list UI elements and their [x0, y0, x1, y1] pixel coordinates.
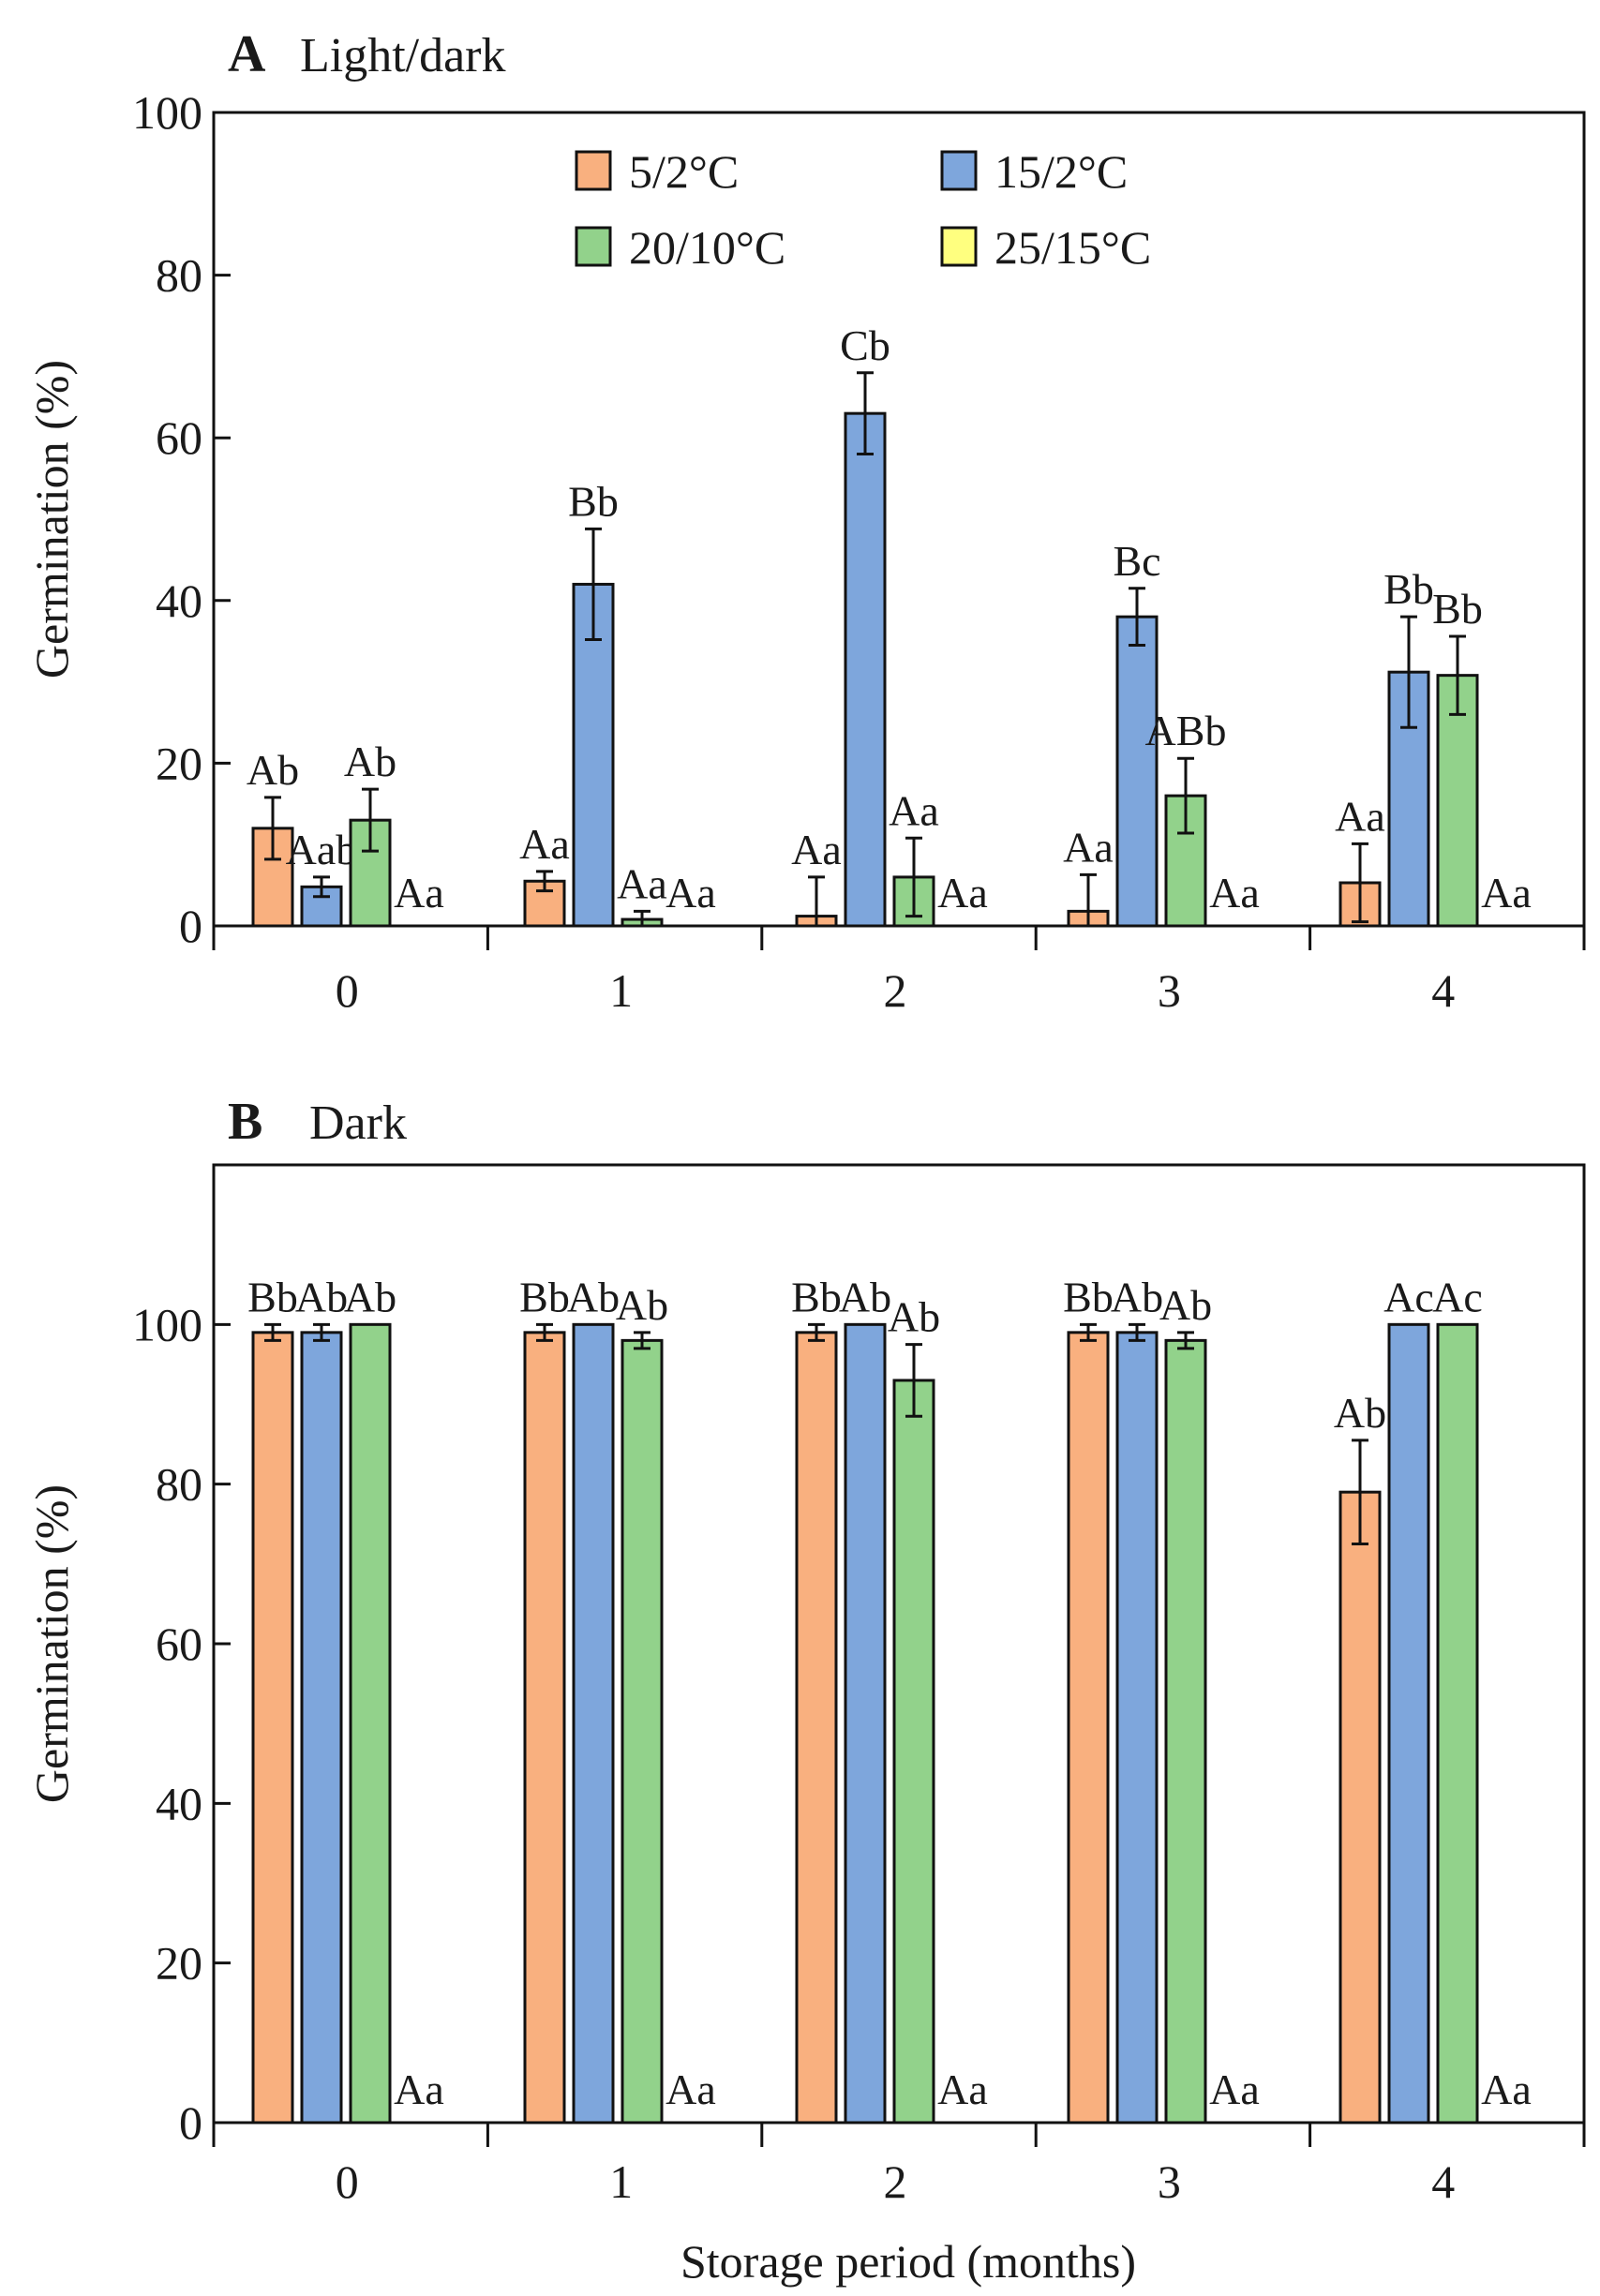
y-tick-label: 20 [156, 737, 202, 789]
legend-swatch [575, 226, 612, 267]
y-tick-label: 60 [156, 411, 202, 464]
panel-a: A Light/dark 0 20 40 60 80 100 0 1 2 3 4 Germination … [25, 25, 1586, 1017]
significance-label: Ab [1334, 1389, 1386, 1437]
bar-5-2---month-2 [795, 1331, 838, 2125]
significance-label: Aa [665, 2065, 716, 2113]
significance-label: Bb [1063, 1273, 1114, 1320]
bar-20-10---month-4 [1436, 1322, 1479, 2125]
y-tick-label: 0 [179, 2096, 202, 2149]
y-axis-title: Germination (%) [25, 1484, 78, 1803]
significance-label: Bb [791, 1273, 842, 1320]
significance-label: Aa [1063, 823, 1114, 871]
legend-swatch [940, 226, 978, 267]
y-tick-label: 40 [156, 574, 202, 627]
bar-15-2---month-4 [1387, 1322, 1430, 2125]
legend-label: 25/15°C [994, 221, 1151, 274]
significance-label: Ab [247, 746, 299, 794]
significance-label: Aa [394, 869, 444, 917]
significance-label: Bb [568, 477, 619, 525]
significance-label: Aa [1335, 792, 1385, 840]
significance-label: Bc [1113, 537, 1160, 585]
y-tick-label: 80 [156, 1458, 202, 1511]
legend-label: 5/2°C [629, 145, 739, 198]
significance-label: Aa [1209, 2065, 1260, 2113]
significance-label: Ab [1111, 1273, 1163, 1320]
significance-label: Aa [1209, 869, 1260, 917]
y-tick-label: 60 [156, 1618, 202, 1670]
bar-15-2---month-3 [1115, 1331, 1159, 2125]
bar-20-10---month-3 [1164, 1338, 1207, 2125]
significance-label: Ab [344, 1273, 396, 1320]
bar-20-10---month-1 [621, 1338, 664, 2125]
x-tick-label: 3 [1158, 964, 1181, 1017]
x-tick-label: 0 [336, 964, 359, 1017]
bar-15-2---month-3 [1115, 615, 1159, 928]
bar-15-2---month-2 [844, 1322, 887, 2125]
significance-label: Cb [840, 321, 890, 369]
bar-5-2---month-1 [523, 1331, 566, 2125]
x-tick-label: 4 [1431, 2155, 1455, 2208]
significance-label: Aa [394, 2065, 444, 2113]
y-tick-label: 100 [132, 1298, 202, 1350]
bar-5-2---month-4 [1338, 1490, 1382, 2125]
significance-label: Aa [937, 2065, 988, 2113]
x-tick-label: 0 [336, 2155, 359, 2208]
significance-label: Ab [344, 738, 396, 785]
significance-label: Ab [616, 1281, 668, 1329]
bar-20-10---month-2 [892, 1379, 935, 2125]
y-tick-label: 100 [132, 86, 202, 139]
x-tick-label: 2 [884, 2155, 907, 2208]
legend-label: 15/2°C [994, 145, 1128, 198]
significance-label: Aa [1481, 2065, 1532, 2113]
significance-label: Aa [617, 859, 667, 907]
legend-label: 20/10°C [629, 221, 785, 274]
y-tick-label: 20 [156, 1937, 202, 1990]
x-tick-label: 2 [884, 964, 907, 1017]
legend-swatch [575, 150, 612, 191]
x-tick-label: 1 [609, 964, 633, 1017]
panel-letter: B [228, 1093, 262, 1151]
bar-15-2---month-0 [300, 1331, 343, 2125]
significance-label: Bb [1432, 585, 1483, 633]
significance-label: Ab [888, 1293, 940, 1341]
significance-label: Aa [1481, 869, 1532, 917]
significance-label: Bb [247, 1273, 298, 1320]
significance-label: Ab [839, 1273, 891, 1320]
significance-label: Ab [567, 1273, 620, 1320]
significance-label: Aab [286, 826, 358, 873]
y-tick-label: 80 [156, 249, 202, 302]
bar-15-2---month-1 [572, 582, 615, 928]
significance-label: Aa [519, 820, 570, 868]
significance-label: Bb [519, 1273, 570, 1320]
bar-5-2---month-0 [251, 1331, 294, 2125]
significance-label: Ab [1159, 1281, 1212, 1329]
bar-15-2---month-2 [844, 411, 887, 928]
significance-label: Aa [889, 786, 939, 834]
bar-15-2---month-1 [572, 1322, 615, 2125]
x-tick-label: 4 [1431, 964, 1455, 1017]
significance-label: Aa [665, 869, 716, 917]
panel-b: B Dark 0 20 40 60 80 100 0 1 2 3 4 Germination (%) Sto… [25, 1093, 1586, 2288]
significance-label: Aa [937, 869, 988, 917]
significance-label: Aa [791, 826, 842, 873]
significance-label: Bb [1383, 565, 1434, 613]
bar-5-2---month-3 [1067, 1331, 1110, 2125]
significance-label: ABb [1145, 707, 1227, 754]
x-tick-label: 3 [1158, 2155, 1181, 2208]
significance-label: Ab [295, 1273, 348, 1320]
bar-20-10---month-0 [349, 1322, 392, 2125]
x-tick-label: 1 [609, 2155, 633, 2208]
x-axis-title: Storage period (months) [680, 2235, 1136, 2288]
significance-label: Ac [1432, 1273, 1483, 1320]
significance-label: Ac [1383, 1273, 1434, 1320]
panel-letter: A [228, 25, 266, 83]
legend-swatch [940, 150, 978, 191]
panel-title: Light/dark [300, 29, 506, 82]
y-tick-label: 0 [179, 900, 202, 952]
y-tick-label: 40 [156, 1777, 202, 1829]
panel-title: Dark [309, 1096, 407, 1150]
y-axis-title: Germination (%) [25, 360, 78, 678]
